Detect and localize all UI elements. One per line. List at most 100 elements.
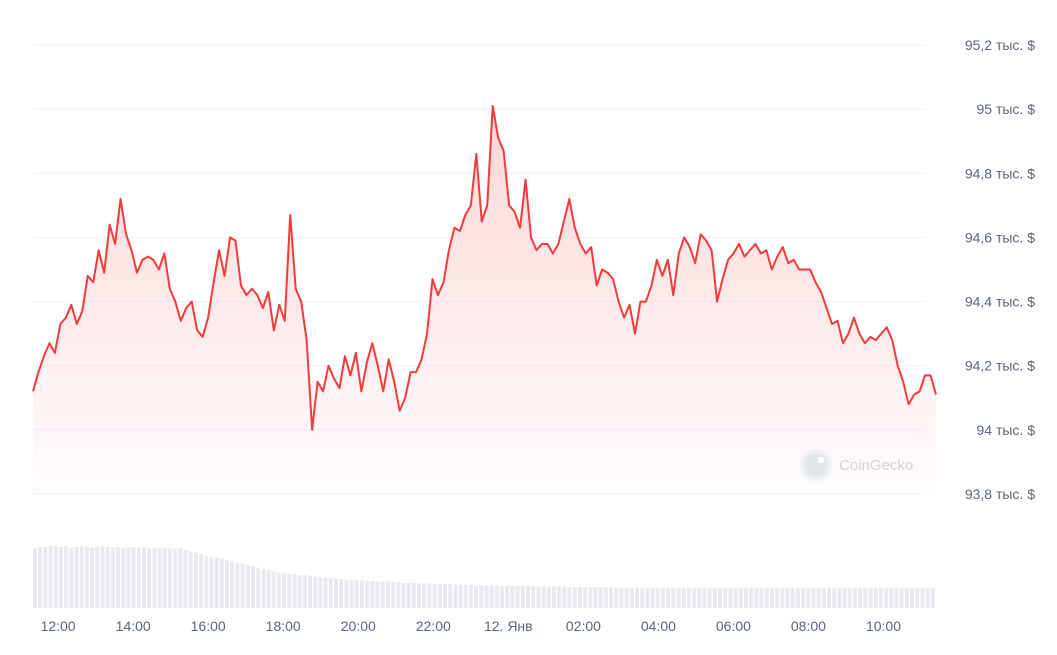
volume-bar: [811, 587, 816, 608]
volume-bar: [904, 587, 909, 608]
volume-bar: [546, 586, 551, 608]
x-tick-label: 20:00: [341, 618, 376, 634]
volume-bar: [391, 582, 396, 608]
volume-bar: [116, 546, 121, 608]
price-line-group[interactable]: [32, 104, 937, 431]
volume-bar: [775, 587, 780, 608]
volume-bar: [536, 586, 541, 608]
volume-bar: [468, 584, 473, 608]
volume-bar: [588, 587, 593, 608]
volume-bar: [225, 560, 230, 608]
volume-bar: [463, 584, 468, 608]
volume-bar: [141, 546, 146, 608]
volume-bar: [640, 587, 645, 608]
volume-bar: [188, 551, 193, 608]
volume-bar: [557, 586, 562, 608]
y-tick-label: 95 тыс. $: [976, 101, 1035, 117]
volume-bar: [790, 587, 795, 608]
volume-bar: [214, 557, 219, 608]
volume-bar: [370, 580, 375, 608]
x-tick-label: 18:00: [266, 618, 301, 634]
volume-bar: [110, 547, 115, 608]
volume-bar: [801, 587, 806, 608]
volume-bar: [515, 585, 520, 608]
volume-bar: [915, 587, 920, 608]
volume-bar: [738, 587, 743, 608]
volume-bar: [681, 587, 686, 608]
volume-bar: [827, 587, 832, 608]
gecko-logo-icon: [800, 449, 832, 481]
y-tick-label: 95,2 тыс. $: [965, 37, 1035, 53]
volume-bar: [474, 585, 479, 608]
volume-bar: [359, 580, 364, 608]
volume-bar: [334, 578, 338, 608]
volume-bar: [90, 547, 95, 608]
volume-bar: [577, 587, 582, 608]
volume-bar: [422, 583, 427, 608]
volume-bar: [48, 546, 53, 608]
volume-bar: [842, 587, 847, 608]
volume-bar: [878, 587, 883, 608]
volume-bar: [624, 587, 629, 608]
volume-bar: [33, 548, 37, 608]
volume-bar: [58, 546, 63, 608]
volume-bar: [910, 587, 915, 608]
volume-bar: [494, 585, 499, 608]
volume-bar: [380, 581, 385, 608]
volume-bar: [650, 587, 655, 608]
volume-bar: [448, 584, 453, 608]
volume-bar: [925, 587, 930, 608]
watermark: CoinGecko: [800, 449, 913, 481]
volume-bar: [396, 582, 401, 608]
volume-bar: [282, 573, 287, 608]
x-tick-label: 06:00: [716, 618, 751, 634]
volume-bar: [69, 547, 74, 608]
volume-bar: [313, 576, 318, 608]
volume-bar: [759, 587, 764, 608]
volume-bar: [764, 587, 769, 608]
volume-bar: [780, 587, 785, 608]
volume-bar: [323, 577, 328, 608]
volume-bar: [837, 587, 842, 608]
volume-bar: [100, 546, 105, 608]
volume-bar: [868, 587, 873, 608]
volume-bar: [209, 557, 214, 608]
x-tick-label: 02:00: [566, 618, 601, 634]
volume-bar: [193, 552, 198, 608]
volume-bar: [183, 550, 188, 608]
volume-bar: [411, 582, 416, 608]
volume-bar: [728, 587, 733, 608]
volume-bar: [442, 584, 447, 608]
volume-bar: [847, 587, 852, 608]
volume-bar: [131, 546, 136, 608]
volume-bar: [84, 546, 89, 608]
volume-bar: [749, 587, 754, 608]
y-tick-label: 94,6 тыс. $: [965, 229, 1035, 245]
volume-bar: [365, 580, 370, 608]
y-tick-label: 93,8 тыс. $: [965, 486, 1035, 502]
volume-bar: [572, 587, 577, 608]
volume-bar: [541, 586, 546, 608]
volume-bar: [308, 575, 313, 608]
volume-bar: [344, 579, 349, 608]
volume-bar: [287, 573, 292, 608]
volume-bar: [645, 587, 650, 608]
volume-bar: [105, 546, 110, 608]
volume-bar: [147, 548, 152, 608]
volume-bar: [432, 584, 437, 608]
price-line[interactable]: [32, 104, 937, 431]
x-axis: 12:00 14:00 16:00 18:00 20:00 22:00 12. Янв 02:…: [41, 618, 902, 634]
volume-bar: [676, 587, 681, 608]
volume-bar: [95, 546, 100, 608]
x-tick-label: 14:00: [116, 618, 151, 634]
volume-bar: [500, 585, 505, 608]
volume-bar: [261, 568, 266, 608]
volume-bar: [276, 572, 281, 608]
volume-bar: [167, 548, 172, 608]
volume-bar: [417, 583, 422, 608]
x-tick-label: 04:00: [641, 618, 676, 634]
volume-bar: [375, 581, 380, 608]
volume-bar: [173, 548, 178, 608]
volume-bar: [199, 554, 204, 608]
